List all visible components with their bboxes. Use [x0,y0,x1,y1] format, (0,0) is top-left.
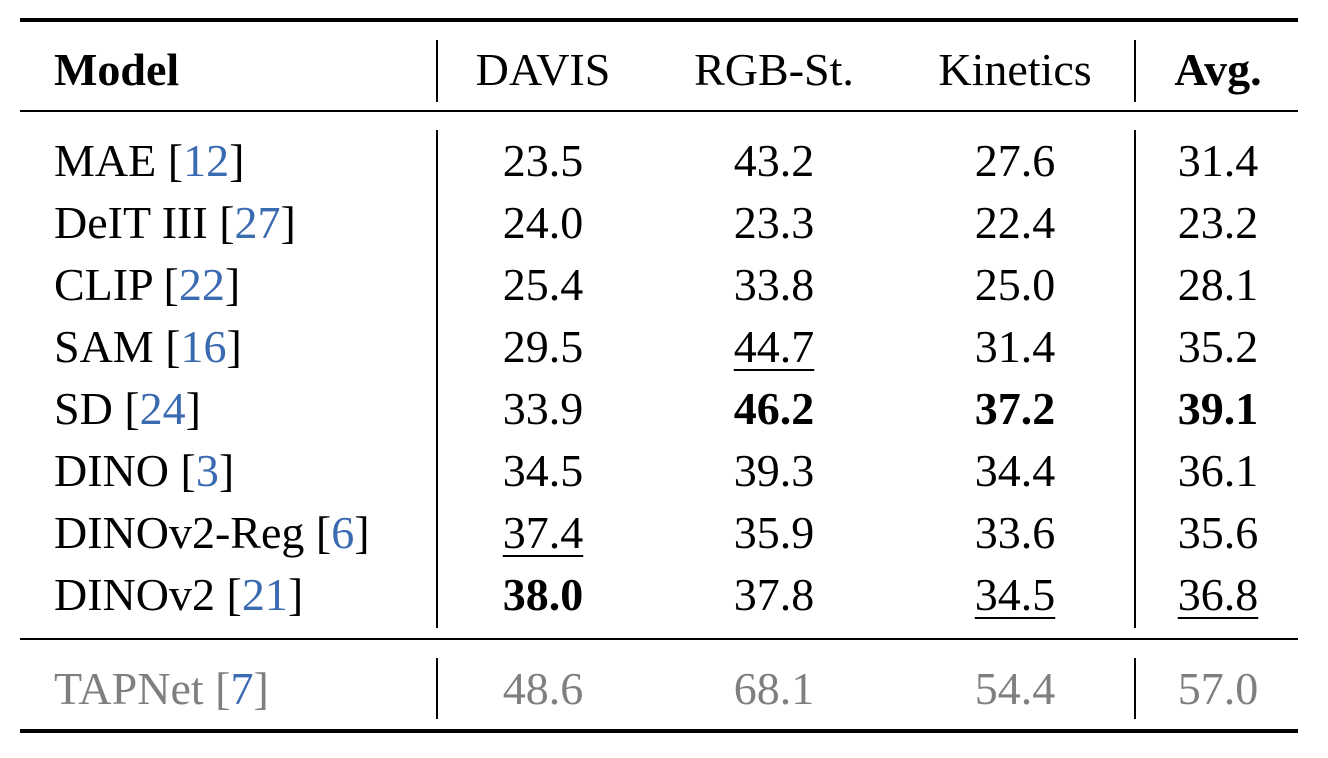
reference-rule [20,638,1298,640]
header-rule [20,110,1298,112]
model-cell: CLIP [22] [54,259,241,310]
avg-cell: 35.6 [1177,507,1259,558]
kinetics-cell: 37.2 [974,383,1056,434]
reference-rgb-st: 68.1 [733,663,815,714]
model-name: DINOv2-Reg [54,507,305,558]
model-name: MAE [54,135,157,186]
model-name: DINOv2 [54,569,215,620]
model-cell: SD [24] [54,383,201,434]
citation: 22 [178,259,225,310]
citation: 21 [241,569,288,620]
model-name: DINO [54,445,169,496]
rgb-cell: 35.9 [733,507,815,558]
reference-separator-right [1134,658,1136,719]
model-name: CLIP [54,259,152,310]
avg-cell: 31.4 [1177,135,1259,186]
model-name: DeIT III [54,197,208,248]
model-cell: DINO [3] [54,445,235,496]
davis-cell: 37.4 [502,507,584,558]
avg-cell: 23.2 [1177,197,1259,248]
reference-separator-left [436,658,438,719]
model-cell: DeIT III [27] [54,197,296,248]
citation: 6 [331,507,355,558]
kinetics-cell: 22.4 [974,197,1056,248]
rgb-cell: 37.8 [733,569,815,620]
model-name: SAM [54,321,154,372]
kinetics-cell: 33.6 [974,507,1056,558]
header-davis: DAVIS [475,44,611,95]
kinetics-cell: 27.6 [974,135,1056,186]
reference-avg: 57.0 [1177,663,1259,714]
header-kinetics: Kinetics [938,44,1092,95]
model-cell: DINOv2-Reg [6] [54,507,370,558]
kinetics-cell: 34.5 [974,569,1056,620]
model-cell: DINOv2 [21] [54,569,304,620]
avg-cell: 39.1 [1177,383,1259,434]
top-rule [20,18,1298,22]
avg-cell: 28.1 [1177,259,1259,310]
header-avg: Avg. [1174,44,1262,95]
bottom-rule [20,729,1298,733]
reference-davis: 48.6 [502,663,584,714]
citation: 24 [139,383,186,434]
davis-cell: 25.4 [502,259,584,310]
header-model: Model [54,44,180,95]
kinetics-cell: 31.4 [974,321,1056,372]
citation: 16 [180,321,227,372]
model-name: SD [54,383,113,434]
body-separator-right [1134,130,1136,628]
body-separator-left [436,130,438,628]
header-separator-left [436,40,438,102]
davis-cell: 38.0 [502,569,584,620]
model-cell: MAE [12] [54,135,245,186]
kinetics-cell: 34.4 [974,445,1056,496]
model-cell: SAM [16] [54,321,242,372]
rgb-cell: 46.2 [733,383,815,434]
avg-cell: 36.8 [1177,569,1259,620]
reference-model: TAPNet [7] [54,663,269,714]
header-rgb-st: RGB-St. [694,44,854,95]
avg-cell: 35.2 [1177,321,1259,372]
rgb-cell: 43.2 [733,135,815,186]
davis-cell: 33.9 [502,383,584,434]
davis-cell: 34.5 [502,445,584,496]
avg-cell: 36.1 [1177,445,1259,496]
reference-kinetics: 54.4 [974,663,1056,714]
header-separator-right [1134,40,1136,102]
kinetics-cell: 25.0 [974,259,1056,310]
davis-cell: 24.0 [502,197,584,248]
citation: 27 [234,197,281,248]
rgb-cell: 33.8 [733,259,815,310]
rgb-cell: 23.3 [733,197,815,248]
davis-cell: 29.5 [502,321,584,372]
rgb-cell: 39.3 [733,445,815,496]
davis-cell: 23.5 [502,135,584,186]
citation: 3 [195,445,219,496]
model-name: TAPNet [54,663,204,714]
citation: 12 [183,135,230,186]
rgb-cell: 44.7 [733,321,815,372]
citation: 7 [230,663,254,714]
